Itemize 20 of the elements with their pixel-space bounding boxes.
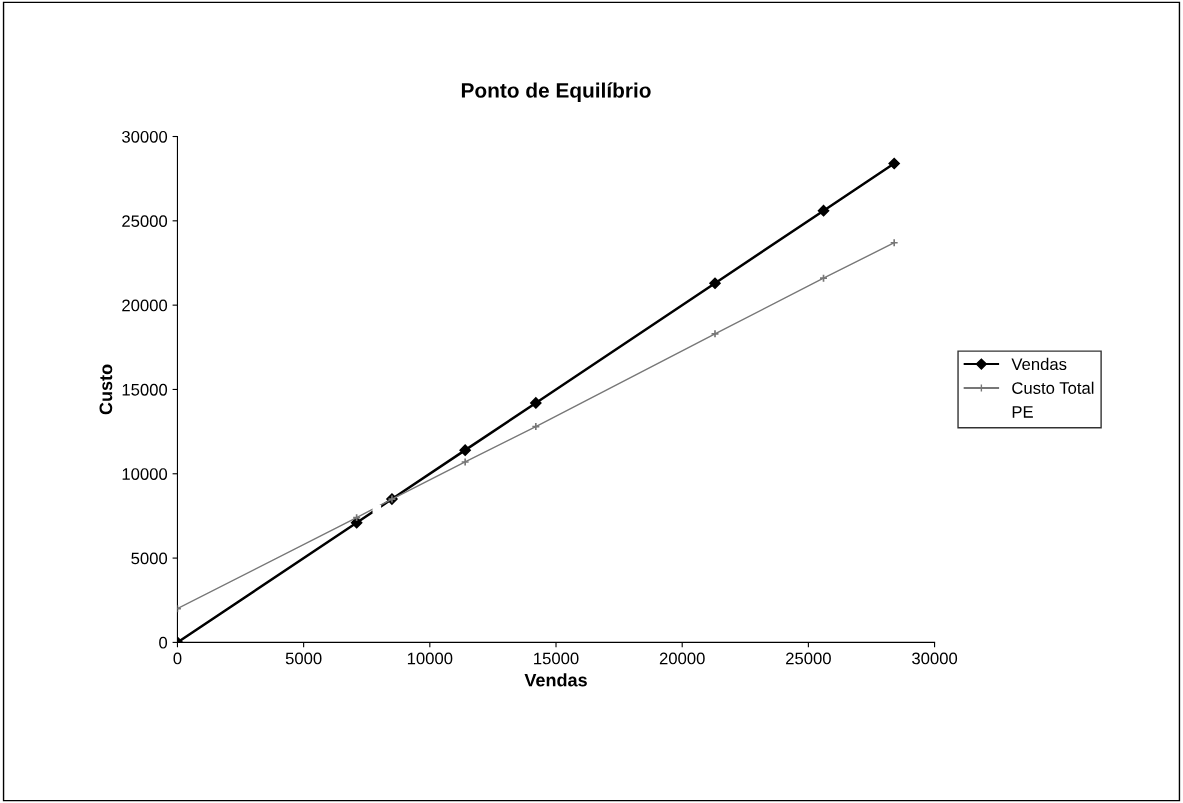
y-tick-label: 30000 [122,130,168,143]
x-tick-label: 5000 [285,652,322,665]
x-axis-title: Vendas [524,673,587,687]
chart-title: Ponto de Equilíbrio [461,82,651,102]
x-tick-label: 15000 [534,652,579,665]
y-tick-label: 5000 [131,552,168,565]
x-tick-label: 30000 [912,652,958,665]
x-tick-label: 20000 [659,652,705,665]
y-axis-title: Custo [99,364,113,415]
x-tick-label: 25000 [786,652,831,665]
y-tick-label: 20000 [122,299,168,312]
y-tick-label: 25000 [122,215,168,228]
legend-label: Custo Total [1012,381,1094,394]
y-tick-label: 10000 [122,468,168,480]
legend-label: Vendas [1011,357,1067,371]
y-tick-label: 15000 [122,383,168,396]
y-tick-label: 0 [159,636,168,649]
text: PE [1012,406,1033,418]
x-tick-label: 10000 [407,652,453,665]
x-tick-label: 0 [173,652,182,665]
